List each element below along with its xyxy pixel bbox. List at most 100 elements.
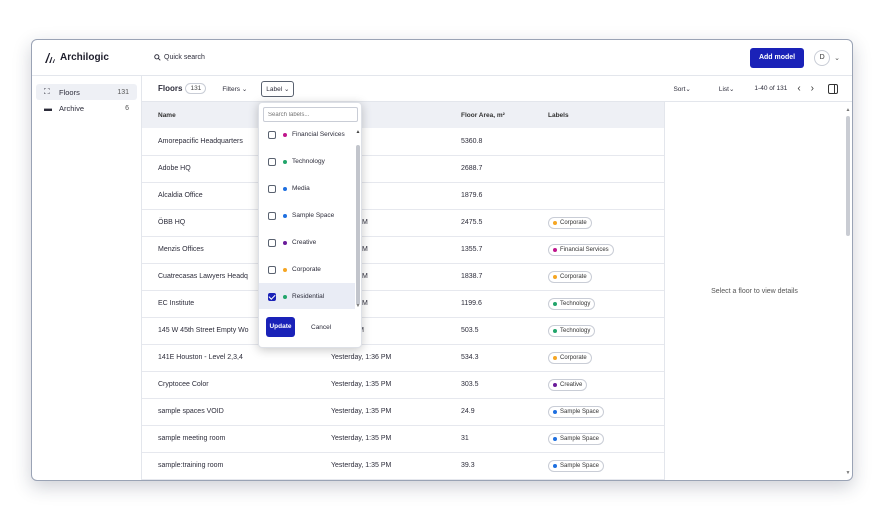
label-color-dot	[283, 294, 287, 299]
toolbar: Floors 131 Filters ⌄ Label ⌄ Sort⌄ List⌄…	[142, 76, 852, 102]
add-model-button[interactable]: Add model	[749, 47, 805, 68]
avatar[interactable]: D	[814, 49, 831, 66]
label-tag: Corporate	[548, 351, 592, 364]
list-view-button[interactable]: List⌄	[718, 85, 735, 93]
label-option[interactable]: Sample Space	[259, 202, 355, 229]
search-icon	[154, 54, 161, 61]
table-body: Amorepacific Headquarters52 PM5360.8Adob…	[142, 128, 664, 480]
cell-labels	[532, 128, 664, 156]
label-color-dot	[553, 220, 557, 225]
column-header-labels[interactable]: Labels	[532, 102, 664, 128]
cell-labels: Corporate	[532, 263, 664, 291]
cell-labels: Financial Services	[532, 236, 664, 264]
table-row[interactable]: sample spaces VOID Yesterday, 1:35 PM 24.9…	[142, 398, 664, 426]
scroll-up-icon[interactable]: ▲	[355, 129, 361, 135]
label-option[interactable]: Financial Services	[259, 123, 355, 148]
checkbox[interactable]	[268, 184, 276, 193]
label-color-dot	[553, 274, 557, 279]
cell-labels: Creative	[532, 371, 664, 399]
app-window: Archilogic Quick search Add model D ⌄ ⛶ …	[31, 39, 853, 481]
cell-labels: Corporate	[532, 209, 664, 237]
scroll-down-icon[interactable]: ▼	[355, 303, 361, 309]
cell-date: Yesterday, 1:36 PM	[315, 344, 445, 372]
column-header-floor-area[interactable]: Floor Area, m²	[445, 102, 532, 128]
table-row[interactable]: Adobe HQ:07 PM2688.7	[142, 155, 664, 183]
label-color-dot	[553, 301, 557, 306]
page-title: Floors	[158, 84, 183, 93]
sort-button[interactable]: Sort⌄	[673, 85, 691, 93]
cell-labels: Technology	[532, 290, 664, 318]
cell-date: Yesterday, 1:35 PM	[315, 425, 445, 453]
label-color-dot	[553, 328, 557, 333]
label-option[interactable]: Creative	[259, 229, 355, 256]
sidebar-item-floors[interactable]: ⛶ Floors 131	[36, 84, 137, 100]
label-option-text: Residential	[292, 293, 325, 300]
label-tag-text: Corporate	[560, 354, 587, 361]
checkbox[interactable]	[268, 211, 276, 220]
chevron-right-icon[interactable]: ›	[810, 83, 814, 94]
floors-count-badge: 131	[185, 83, 207, 94]
update-button[interactable]: Update	[266, 317, 295, 337]
filters-button[interactable]: Filters ⌄	[222, 85, 248, 93]
label-option[interactable]: Residential	[259, 283, 355, 309]
checkbox[interactable]	[268, 292, 276, 301]
floor-plan-icon: ⛶	[44, 87, 50, 96]
archive-icon: ▬	[44, 103, 52, 113]
label-color-dot	[283, 132, 287, 137]
checkbox[interactable]	[268, 130, 276, 139]
label-tag-text: Technology	[560, 327, 591, 334]
sidebar: ⛶ Floors 131 ▬ Archive 6	[32, 76, 142, 480]
label-tag-text: Sample Space	[560, 435, 600, 442]
sidebar-item-count: 131	[117, 88, 129, 96]
scrollbar-thumb[interactable]	[356, 145, 360, 305]
label-option[interactable]: Technology	[259, 148, 355, 175]
label-option[interactable]: Media	[259, 175, 355, 202]
label-tag: Technology	[548, 297, 596, 310]
chevron-left-icon[interactable]: ‹	[797, 83, 801, 94]
sidebar-item-label: Floors	[59, 87, 80, 97]
label-tag: Creative	[548, 378, 588, 391]
table-row[interactable]: sample meeting room Yesterday, 1:35 PM 31 S…	[142, 425, 664, 453]
details-scrollbar[interactable]: ▲ ▼	[845, 108, 851, 476]
chevron-down-icon[interactable]: ⌄	[834, 54, 840, 62]
table-row[interactable]: 145 W 45th Street Empty Woy, 1:37 PM503.…	[142, 317, 664, 345]
label-option-text: Corporate	[292, 266, 321, 273]
label-option[interactable]: Corporate	[259, 256, 355, 283]
scroll-up-icon[interactable]: ▲	[845, 107, 851, 113]
label-tag: Sample Space	[548, 405, 605, 418]
label-dropdown: Financial Services Technology Media Sample …	[258, 102, 362, 348]
sidebar-item-archive[interactable]: ▬ Archive 6	[36, 100, 137, 116]
table-row[interactable]: Cryptocee Color Yesterday, 1:35 PM 303.5 Cr…	[142, 371, 664, 399]
checkbox[interactable]	[268, 265, 276, 274]
cell-labels	[532, 155, 664, 183]
checkbox[interactable]	[268, 238, 276, 247]
label-search-input[interactable]	[263, 107, 358, 122]
brand[interactable]: Archilogic	[44, 52, 154, 64]
cancel-button[interactable]: Cancel	[311, 323, 332, 331]
panel-toggle-icon[interactable]	[828, 83, 838, 94]
table-row[interactable]: Amorepacific Headquarters52 PM5360.8	[142, 128, 664, 156]
cell-floor-area: 503.5	[445, 317, 532, 345]
table-row[interactable]: Menzis Officesy, 10:00 PM1355.7Financial…	[142, 236, 664, 264]
quick-search[interactable]: Quick search	[154, 54, 205, 61]
scroll-down-icon[interactable]: ▼	[845, 470, 851, 476]
quick-search-label: Quick search	[164, 54, 205, 61]
label-option-text: Media	[292, 185, 310, 192]
cell-floor-area: 303.5	[445, 371, 532, 399]
cell-floor-area: 5360.8	[445, 128, 532, 156]
table-row[interactable]: 141E Houston - Level 2,3,4 Yesterday, 1:3…	[142, 344, 664, 372]
label-filter-button[interactable]: Label ⌄	[261, 80, 295, 97]
table-row[interactable]: Alcaldia Office49 AM1879.6	[142, 182, 664, 210]
label-option-text: Technology	[292, 158, 325, 165]
label-tag-text: Corporate	[560, 273, 587, 280]
scrollbar-thumb[interactable]	[846, 116, 850, 236]
label-option-text: Creative	[292, 239, 317, 246]
label-list-scrollbar[interactable]: ▲ ▼	[355, 123, 361, 309]
table-row[interactable]: sample:training room Yesterday, 1:35 PM 39…	[142, 452, 664, 480]
checkbox[interactable]	[268, 157, 276, 166]
table-row[interactable]: Cuatrecasas Lawyers Headqy, 10:00 PM1838…	[142, 263, 664, 291]
filters-label: Filters	[222, 85, 241, 93]
cell-date: Yesterday, 1:35 PM	[315, 371, 445, 399]
